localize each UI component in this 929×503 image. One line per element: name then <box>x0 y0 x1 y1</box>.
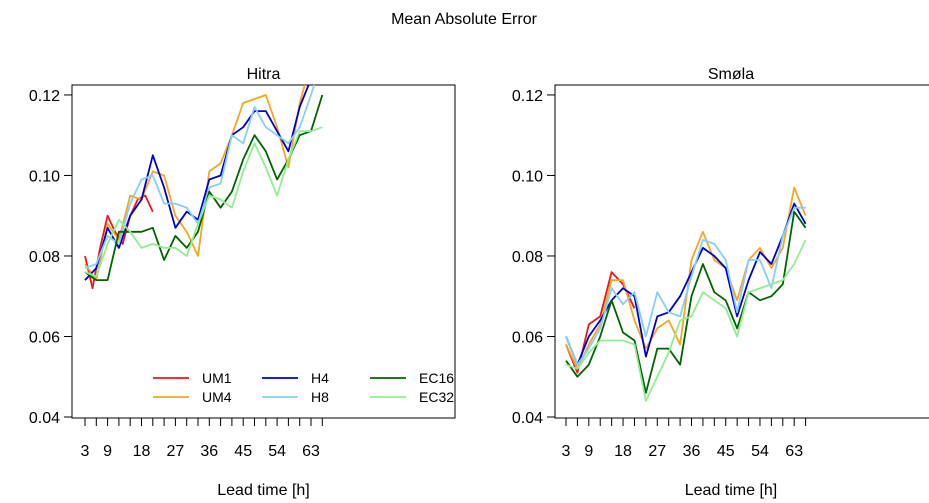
series-line-um4 <box>565 186 807 370</box>
y-tick-label: 0.06 <box>29 329 60 346</box>
y-tick-label: 0.04 <box>512 410 543 427</box>
legend-label: EC32 <box>419 389 454 405</box>
y-tick-label: 0.08 <box>29 249 60 266</box>
x-tick-label: 27 <box>648 443 666 460</box>
x-tick-label: 27 <box>167 443 185 460</box>
panel-title: Smøla <box>708 66 754 83</box>
x-tick-label: 18 <box>133 443 151 460</box>
x-tick-label: 54 <box>268 443 286 460</box>
legend-label: UM4 <box>202 389 232 405</box>
x-tick-label: 45 <box>717 443 735 460</box>
x-tick-label: 36 <box>200 443 218 460</box>
x-tick-label: 63 <box>785 443 803 460</box>
panel-title: Hitra <box>247 66 281 83</box>
legend-label: EC16 <box>419 370 454 386</box>
x-tick-label: 54 <box>751 443 769 460</box>
series-line-um4 <box>84 85 306 282</box>
series-line-h8 <box>84 85 316 269</box>
series-line-h8 <box>565 206 806 366</box>
series-line-h4 <box>84 85 310 281</box>
y-tick-label: 0.12 <box>512 88 543 105</box>
x-tick-label: 63 <box>302 443 320 460</box>
legend-label: H8 <box>311 389 329 405</box>
series-line-ec32 <box>565 239 807 402</box>
legend-label: UM1 <box>202 370 232 386</box>
y-tick-label: 0.12 <box>29 88 60 105</box>
legend-label: H4 <box>311 370 329 386</box>
x-axis-label: Lead time [h] <box>217 482 310 499</box>
x-tick-label: 9 <box>584 443 593 460</box>
x-tick-label: 18 <box>614 443 632 460</box>
y-tick-label: 0.04 <box>29 410 60 427</box>
x-tick-label: 36 <box>683 443 701 460</box>
x-tick-label: 3 <box>81 443 90 460</box>
plot-frame <box>554 84 929 419</box>
plot-frame <box>71 84 456 419</box>
y-tick-label: 0.10 <box>29 168 60 185</box>
series-line-ec16 <box>84 94 324 282</box>
y-tick-label: 0.10 <box>512 168 543 185</box>
y-tick-label: 0.06 <box>512 329 543 346</box>
panel-hitra: Hitra 0.04 0.06 0.08 0.10 0.12 3 9 18 27 36 45 54 63 L… <box>29 66 456 499</box>
series-line-ec32 <box>84 126 323 278</box>
panel-smola: Smøla 0.04 0.06 0.08 0.10 0.12 3 9 18 27 36 45 54 63 L… <box>512 66 929 499</box>
series-line-ec16 <box>565 210 807 394</box>
legend: UM1 UM4 H4 H8 EC16 EC32 <box>153 370 454 405</box>
y-tick-label: 0.08 <box>512 249 543 266</box>
x-tick-label: 3 <box>562 443 571 460</box>
x-tick-label: 45 <box>234 443 252 460</box>
x-tick-label: 9 <box>103 443 112 460</box>
figure-title: Mean Absolute Error <box>391 11 538 28</box>
x-axis-label: Lead time [h] <box>685 482 778 499</box>
series-line-um1 <box>565 271 636 374</box>
